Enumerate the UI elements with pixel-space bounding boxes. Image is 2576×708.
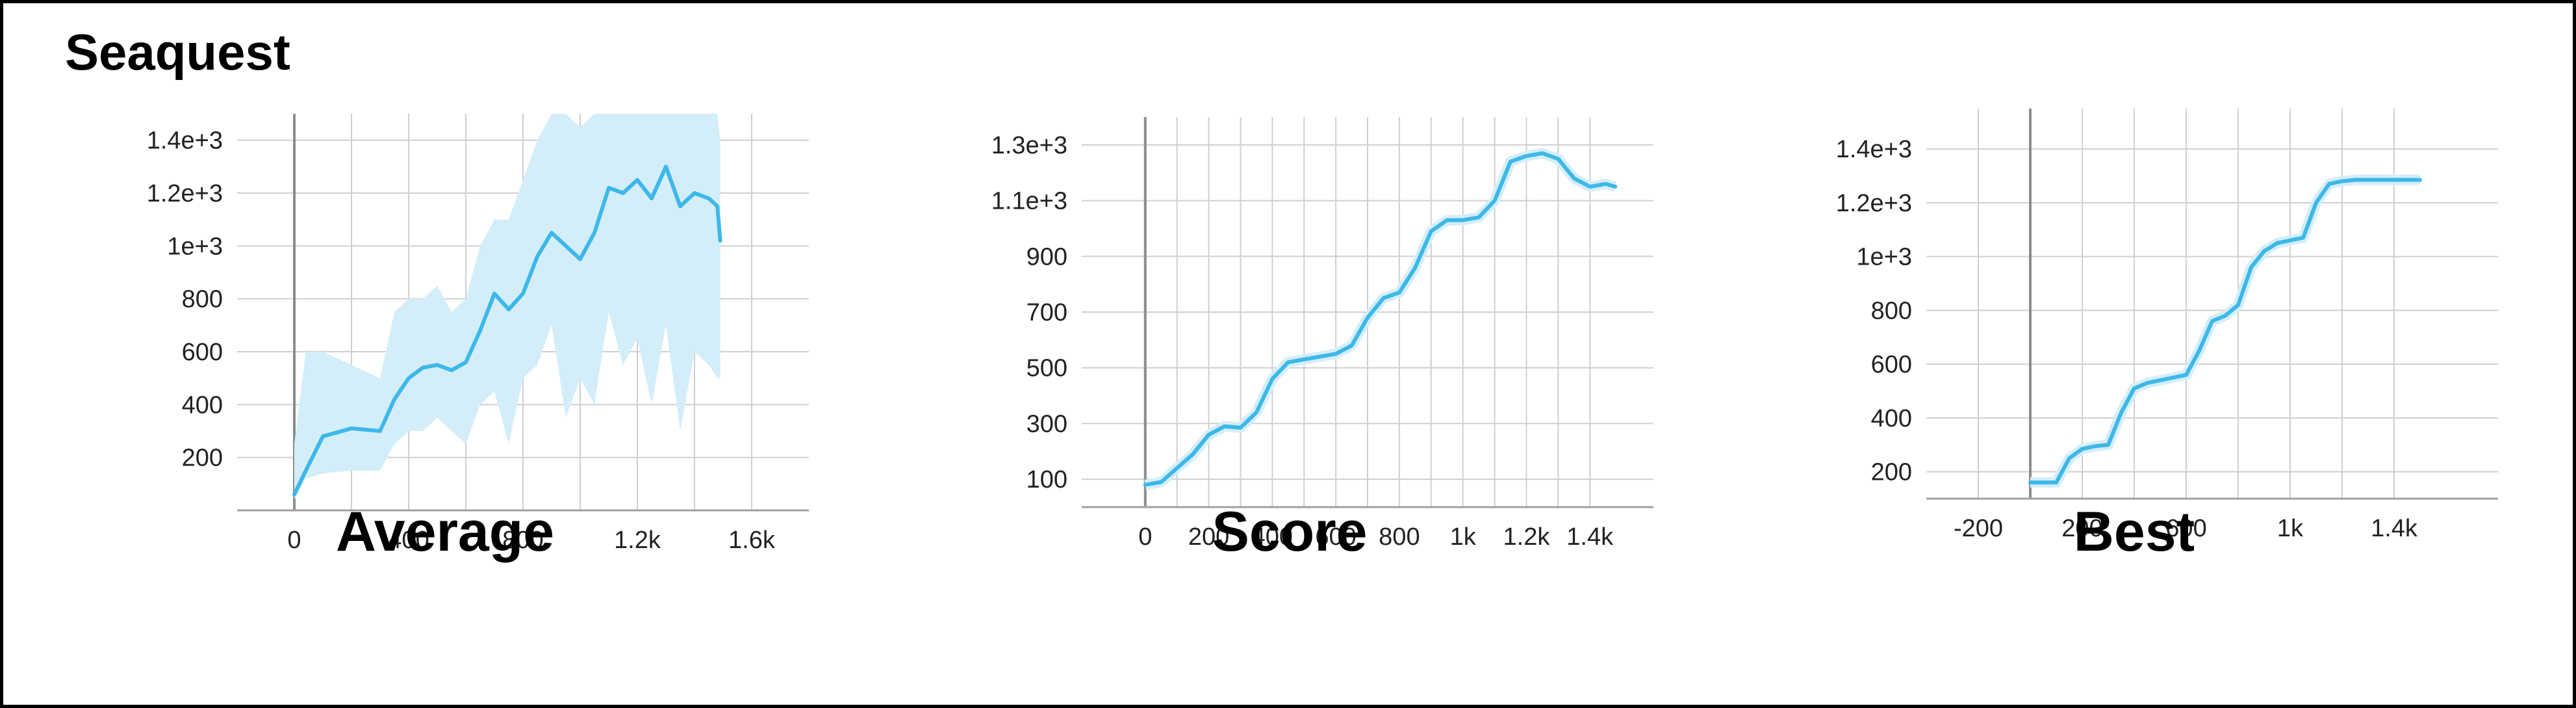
- x-tick-label: 400: [1252, 523, 1293, 551]
- x-tick-label: 0: [287, 527, 301, 554]
- score-grid: [1082, 117, 1653, 507]
- x-tick-label: 200: [2061, 515, 2102, 542]
- x-tick-label: 1.2k: [1503, 523, 1551, 551]
- y-tick-label: 1.3e+3: [991, 132, 1067, 159]
- y-tick-label: 200: [1871, 459, 1912, 486]
- x-tick-label: 1.6k: [728, 527, 776, 554]
- y-tick-label: 600: [1871, 351, 1912, 378]
- average-series-line: [292, 164, 722, 497]
- score-chart-panel: 0 200 400 600 800 1k 1.2k 1.4k 100 300 500 700 900 1.…: [945, 101, 1673, 551]
- y-tick-label: 300: [1027, 410, 1067, 438]
- x-tick-label: 1.4k: [1566, 523, 1614, 551]
- x-tick-label: -200: [1954, 515, 2003, 542]
- best-raw-line: [2030, 174, 2420, 488]
- y-tick-label: 1.4e+3: [1836, 136, 1912, 163]
- y-tick-label: 900: [1027, 243, 1067, 270]
- x-tick-label: 600: [2165, 515, 2206, 542]
- best-grid: [1926, 109, 2498, 499]
- average-chart: 0 400 800 1.2k 1.6k 200 400 600 800 1e+3 1.2e+3 1.4…: [147, 114, 809, 554]
- best-series-line: [2028, 177, 2422, 485]
- x-tick-label: 1k: [1450, 523, 1477, 551]
- figure-title: Seaquest: [65, 23, 290, 81]
- y-tick-label: 500: [1027, 355, 1067, 382]
- y-tick-label: 600: [182, 339, 223, 366]
- x-tick-label: 1.2k: [614, 527, 661, 554]
- score-chart-label: Score: [1212, 501, 1368, 563]
- y-tick-label: 800: [1871, 297, 1912, 324]
- average-chart-label: Average: [335, 501, 555, 563]
- y-tick-label: 1e+3: [167, 233, 223, 260]
- best-chart-panel: -200 200 600 1k 1.4k 200 400 600 800 1e+3 1.2e+3 1.…: [1790, 101, 2518, 542]
- average-chart-panel: 0 400 800 1.2k 1.6k 200 400 600 800 1e+3 1.2e+3 1.4…: [101, 101, 828, 554]
- y-tick-label: 1.1e+3: [991, 188, 1067, 215]
- y-tick-label: 1.2e+3: [1836, 190, 1912, 217]
- x-tick-label: 200: [1188, 523, 1229, 551]
- x-tick-label: 1.4k: [2371, 515, 2418, 542]
- x-tick-label: 1k: [2277, 515, 2304, 542]
- x-tick-label: 400: [388, 527, 429, 554]
- y-tick-label: 100: [1027, 466, 1067, 493]
- x-tick-label: 800: [1379, 523, 1420, 551]
- score-chart: 0 200 400 600 800 1k 1.2k 1.4k 100 300 500 700 900 1.…: [991, 117, 1653, 551]
- y-tick-label: 1.4e+3: [147, 127, 223, 155]
- x-tick-label: 600: [1315, 523, 1356, 551]
- best-chart-label: Best: [2073, 501, 2195, 563]
- best-chart: -200 200 600 1k 1.4k 200 400 600 800 1e+3 1.2e+3 1.…: [1836, 109, 2498, 542]
- y-tick-label: 800: [182, 286, 223, 313]
- y-tick-label: 1.2e+3: [147, 180, 223, 207]
- score-raw-line: [1144, 148, 1617, 490]
- y-tick-label: 700: [1027, 299, 1067, 326]
- y-tick-label: 1e+3: [1856, 244, 1912, 271]
- x-tick-label: 800: [502, 527, 543, 554]
- x-tick-label: 0: [1138, 523, 1152, 551]
- y-tick-label: 400: [1871, 405, 1912, 432]
- y-tick-label: 400: [182, 391, 223, 419]
- y-tick-label: 200: [182, 445, 223, 472]
